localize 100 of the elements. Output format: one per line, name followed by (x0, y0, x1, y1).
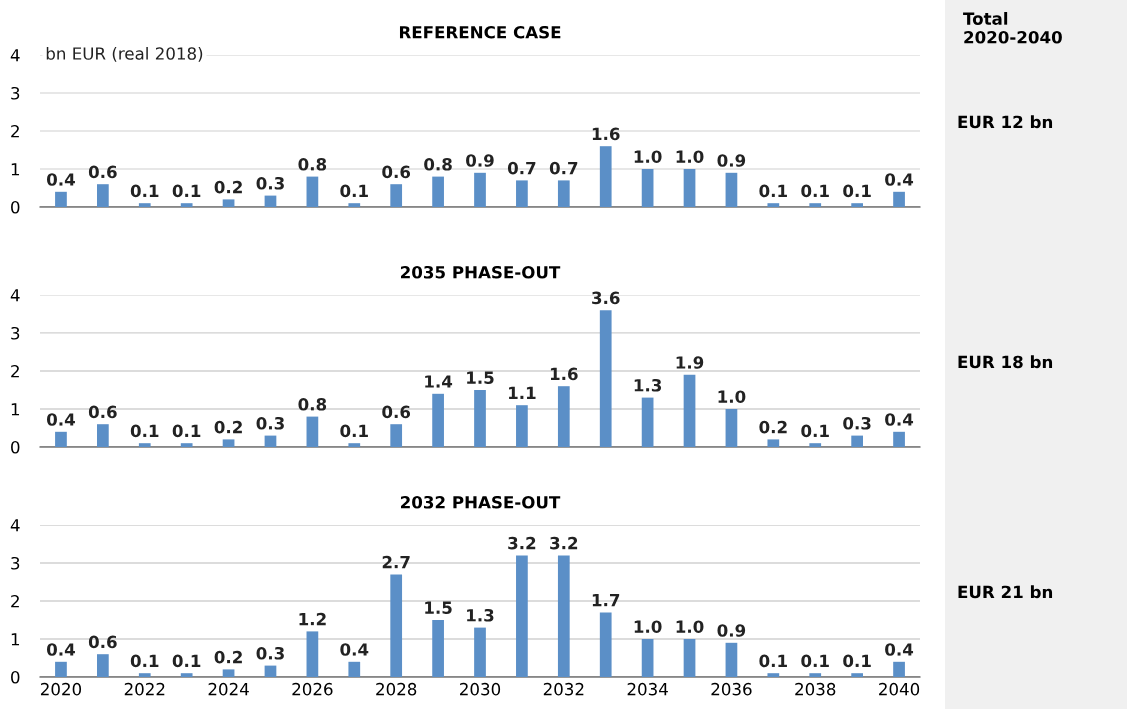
text: EUR 12 bn (958, 115, 1053, 129)
bar (390, 424, 403, 447)
data-label: 0.6 (88, 165, 117, 179)
x-tick-label: 2024 (208, 682, 249, 696)
bar (306, 631, 319, 677)
text: EUR 18 bn (958, 355, 1053, 369)
bar (55, 661, 67, 677)
data-label: 0.1 (801, 184, 829, 198)
data-label: 0.8 (298, 157, 327, 171)
data-label: 0.3 (843, 416, 871, 430)
data-label: 1.0 (676, 620, 704, 633)
bar (557, 555, 570, 677)
data-label: 1.6 (550, 367, 578, 381)
bar (851, 203, 864, 207)
data-label: 0.1 (172, 184, 201, 198)
bar (516, 180, 528, 207)
data-label: 0.3 (256, 646, 284, 660)
y-tick-label: 0 (11, 440, 20, 454)
bar (96, 654, 109, 677)
data-label: 3.2 (508, 536, 536, 550)
bar (96, 424, 109, 447)
data-label: 0.9 (717, 624, 746, 637)
y-tick-label: 2 (11, 594, 19, 608)
data-label: 0.8 (424, 157, 452, 171)
data-label: 0.1 (172, 654, 201, 668)
data-label: 0.3 (256, 176, 284, 190)
data-label: 0.1 (130, 184, 159, 198)
data-label: 3.2 (550, 536, 578, 550)
y-tick-label: 4 (10, 289, 20, 302)
x-tick-label: 2022 (124, 682, 165, 696)
data-label: 3.6 (592, 291, 620, 305)
data-label: 0.4 (885, 643, 914, 656)
bar (306, 416, 319, 447)
y-tick-label: 0 (11, 200, 20, 214)
bar (516, 555, 528, 677)
bar (641, 397, 654, 447)
chart-title: 2035 PHASE-OUT (401, 265, 561, 279)
data-label: 0.1 (801, 424, 829, 438)
data-label: 1.6 (592, 127, 620, 141)
data-label: 0.1 (172, 424, 201, 438)
bar (474, 390, 486, 447)
data-label: 0.4 (46, 173, 75, 186)
bar (348, 661, 361, 677)
data-label: 0.6 (88, 635, 117, 649)
x-tick-label: 2028 (376, 682, 417, 696)
x-tick-label: 2020 (40, 682, 82, 696)
bar (683, 639, 696, 677)
data-label: 0.7 (507, 161, 536, 175)
bar (557, 386, 570, 447)
y-tick-label: 2 (11, 124, 19, 138)
y-tick-label: 3 (11, 326, 20, 340)
x-tick-label: 2030 (460, 682, 501, 696)
y-tick-label: 2 (11, 364, 19, 378)
bar (725, 172, 738, 207)
bar (599, 310, 612, 447)
data-label: 1.7 (592, 594, 620, 607)
data-label: 0.9 (717, 154, 746, 167)
data-label: 0.7 (549, 161, 578, 175)
bar (432, 620, 444, 677)
bar (306, 176, 319, 207)
bar (432, 393, 444, 447)
bar (222, 669, 235, 677)
y-tick-label: 1 (11, 633, 20, 646)
data-label: 0.1 (843, 184, 871, 198)
x-tick-label: 2034 (627, 682, 668, 696)
data-label: 0.4 (46, 413, 75, 426)
bar (725, 642, 738, 677)
data-label: 0.1 (340, 184, 368, 198)
bar (893, 191, 905, 207)
chart-title: 2032 PHASE-OUT (401, 495, 561, 509)
bar (893, 661, 905, 677)
bar (138, 673, 151, 677)
bar (599, 146, 612, 207)
x-tick-label: 2040 (879, 682, 920, 696)
bar (683, 169, 696, 207)
bar (55, 431, 67, 447)
y-tick-label: 0 (11, 670, 20, 684)
x-tick-label: 2038 (795, 682, 836, 696)
bar (264, 435, 277, 447)
data-label: 1.0 (718, 390, 746, 403)
data-label: 0.6 (382, 165, 411, 179)
bar (725, 409, 738, 447)
data-label: 0.1 (759, 184, 787, 198)
bar (893, 431, 905, 447)
bar (180, 673, 193, 677)
data-label: 0.6 (88, 405, 117, 419)
data-label: 0.3 (256, 416, 284, 430)
bar (222, 439, 235, 447)
data-label: 0.1 (340, 424, 368, 438)
bar (474, 627, 486, 677)
bar (222, 199, 235, 207)
data-label: 0.2 (214, 180, 242, 194)
bar (390, 184, 403, 207)
data-label: 0.2 (214, 420, 242, 434)
data-label: 0.6 (382, 405, 411, 419)
bar (348, 443, 361, 447)
data-label: 0.1 (801, 654, 829, 668)
data-label: 1.2 (299, 612, 326, 626)
bar (641, 639, 654, 677)
data-label: 1.0 (634, 150, 662, 163)
